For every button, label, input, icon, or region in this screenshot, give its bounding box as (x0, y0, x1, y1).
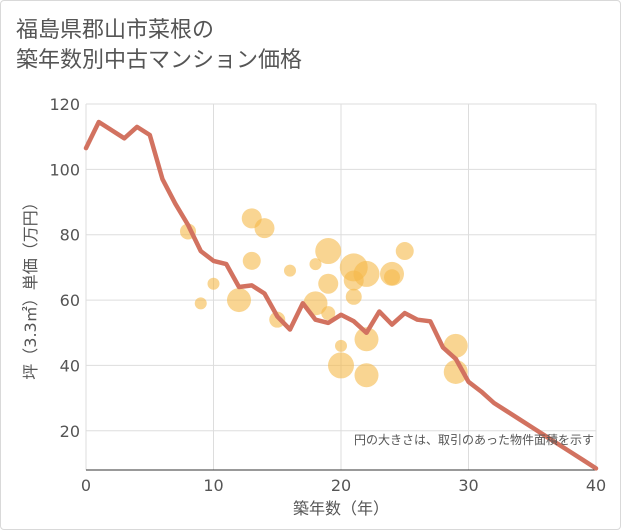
x-axis-label: 築年数（年） (293, 499, 389, 518)
bubble-2 (207, 277, 220, 290)
bubble-5 (242, 251, 261, 270)
grid (85, 103, 597, 471)
line-layer (83, 119, 599, 471)
bubble-20 (354, 327, 379, 352)
x-tick-label-10: 10 (203, 476, 223, 495)
x-tick-label-40: 40 (586, 476, 606, 495)
ticks: 0 10 20 30 40 20 40 60 80 100 120 (49, 95, 606, 495)
x-tick-label-0: 0 (81, 476, 91, 495)
bubble-19 (353, 260, 380, 287)
bubble-24 (395, 242, 414, 261)
x-tick-label-30: 30 (458, 476, 478, 495)
bubble-23 (384, 269, 400, 286)
chart-title-line-1: 福島県郡山市菜根の (16, 18, 215, 43)
y-tick-label-80: 80 (60, 226, 80, 245)
size-note: 円の大きさは、取引のあった物件面積を示す (354, 432, 594, 447)
y-tick-label-40: 40 (60, 356, 80, 375)
y-tick-label-60: 60 (60, 291, 80, 310)
y-axis-label: 坪（3.3㎡）単価（万円） (21, 194, 40, 379)
chart-title: 福島県郡山市菜根の 築年数別中古マンション価格 (16, 16, 302, 76)
bubble-1 (194, 297, 207, 310)
bubble-14 (335, 339, 347, 352)
x-tick-label-20: 20 (331, 476, 351, 495)
bubbles (180, 208, 468, 388)
chart-title-line-2: 築年数別中古マンション価格 (16, 48, 303, 73)
bubble-18 (345, 288, 362, 305)
y-tick-label-100: 100 (49, 160, 80, 179)
price-line (83, 119, 599, 471)
bubble-11 (315, 238, 342, 265)
bubble-9 (309, 258, 322, 271)
y-tick-label-20: 20 (60, 422, 80, 441)
bubble-6 (254, 218, 275, 239)
bubble-13 (321, 306, 336, 321)
bubble-8 (284, 264, 296, 277)
bubble-3 (227, 288, 251, 313)
bubble-12 (318, 273, 339, 294)
bubble-21 (354, 363, 379, 388)
bubble-15 (328, 352, 354, 379)
y-tick-label-120: 120 (49, 95, 80, 114)
